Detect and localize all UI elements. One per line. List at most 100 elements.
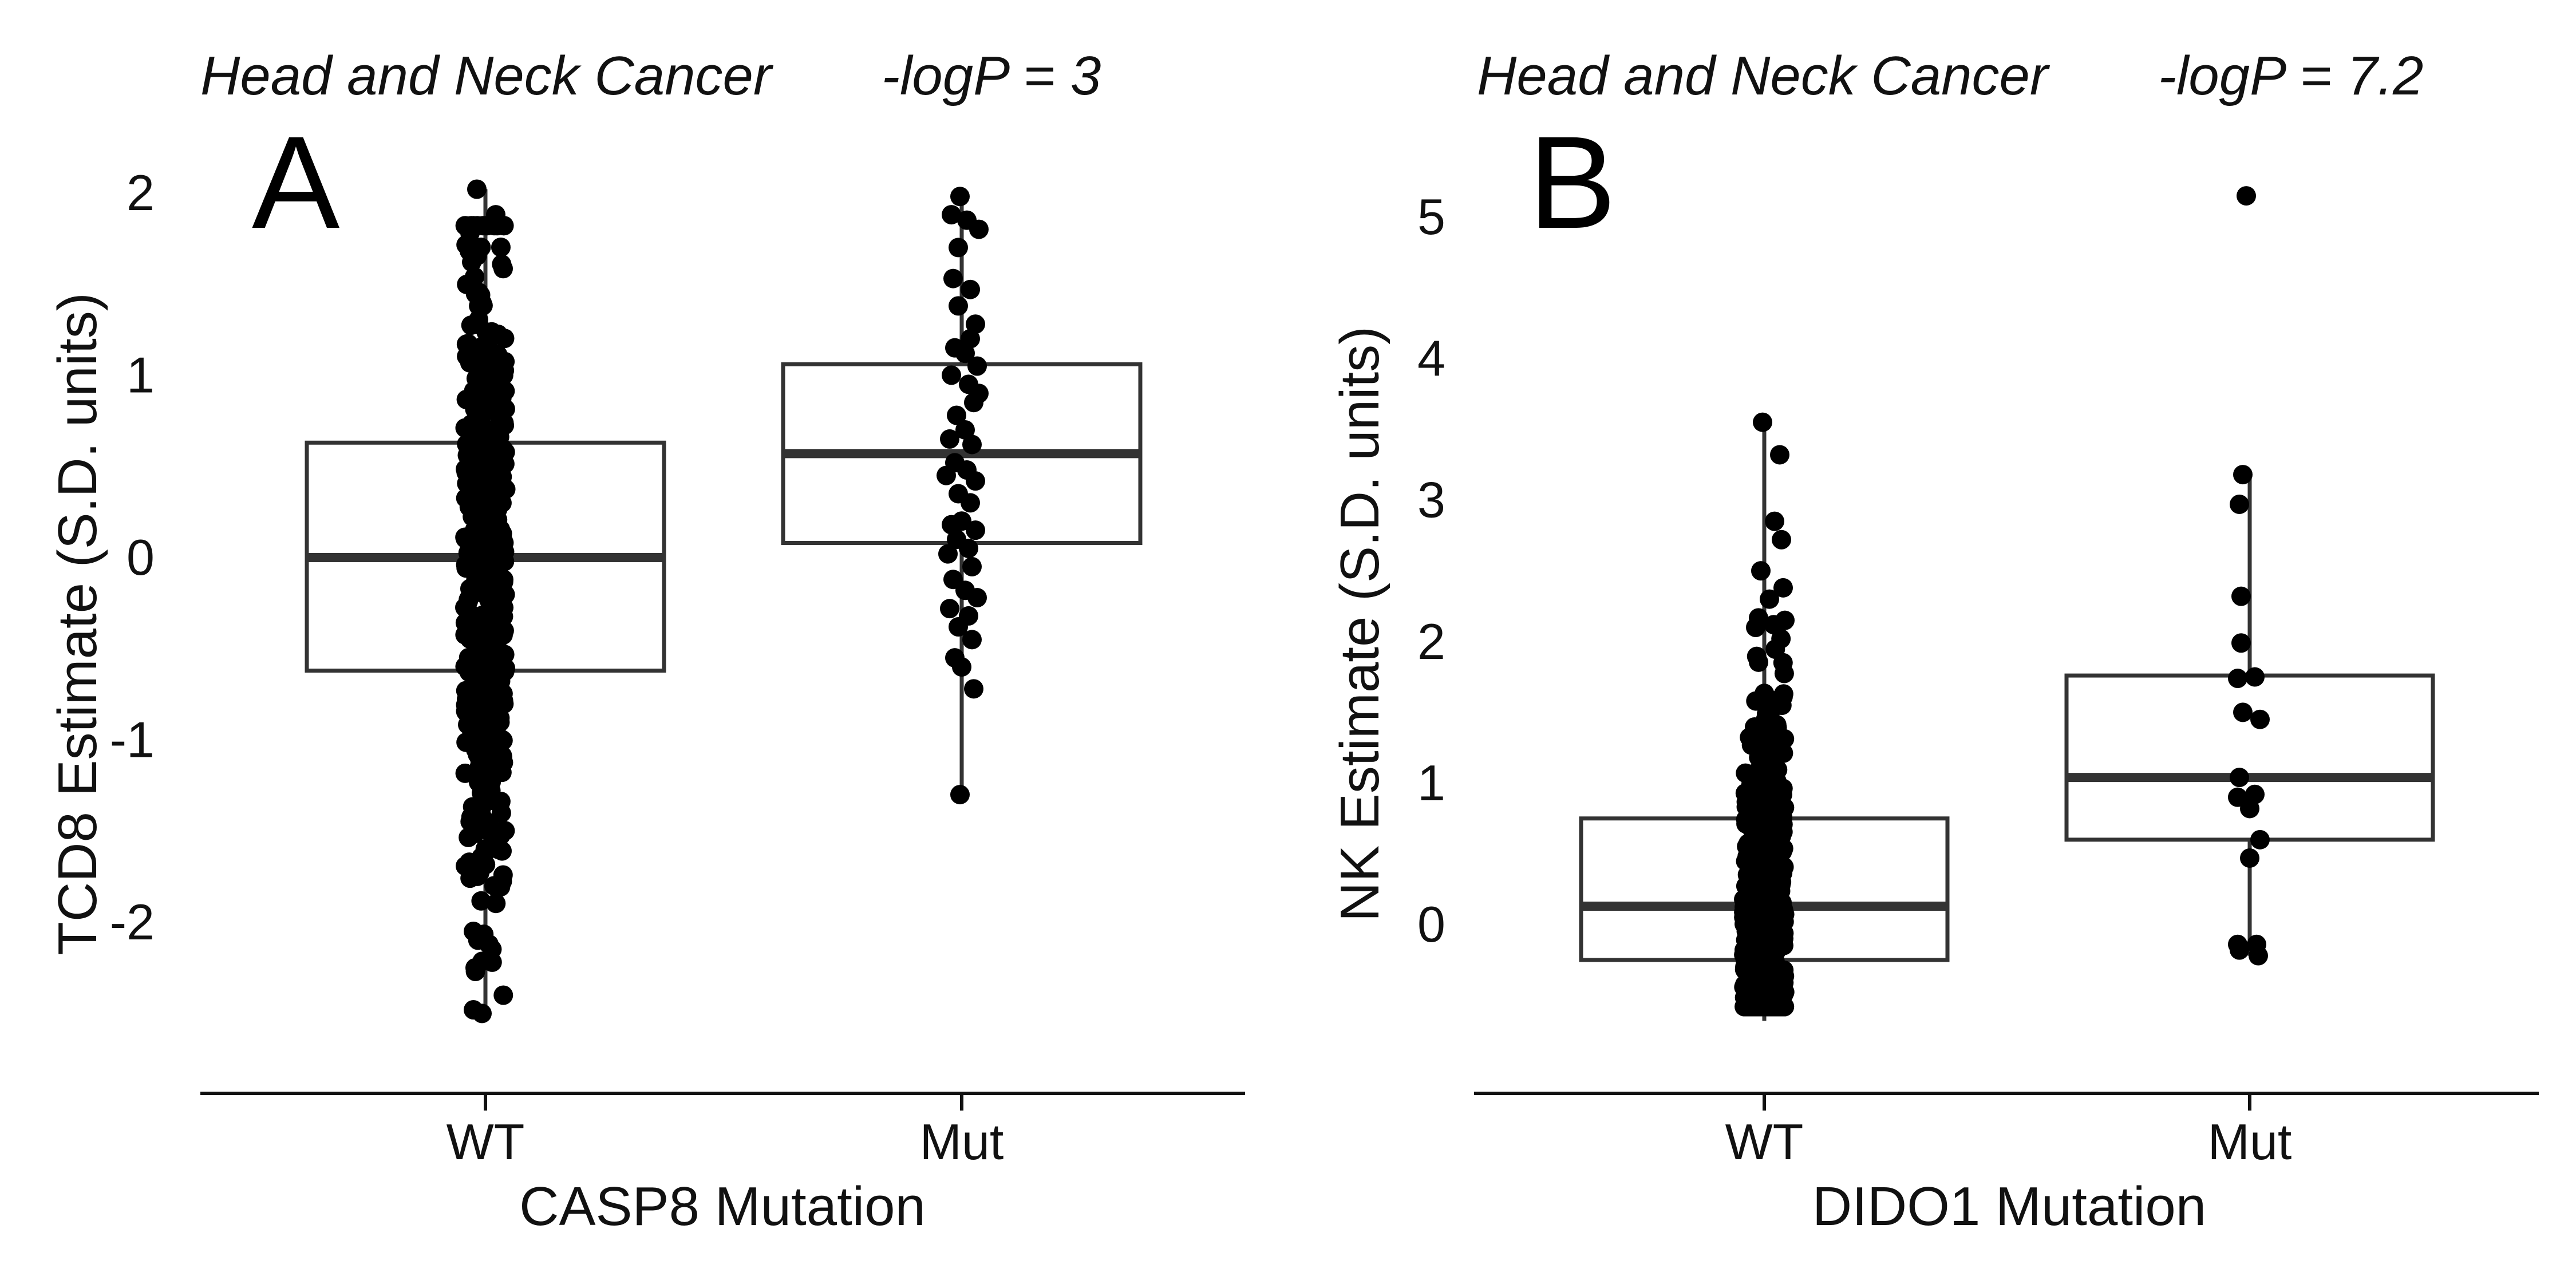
data-point: [1760, 811, 1780, 831]
y-axis-ticks: 0 1 2 3 4 5: [1417, 188, 1445, 953]
data-point: [2240, 799, 2259, 819]
data-point: [473, 808, 493, 828]
x-tick-label: WT: [447, 1113, 525, 1170]
data-point: [493, 821, 513, 841]
data-point: [481, 772, 501, 792]
y-axis-title: TCD8 Estimate (S.D. units): [47, 293, 108, 955]
data-point: [969, 219, 989, 239]
y-tick-label: 2: [127, 164, 155, 221]
data-point: [962, 434, 982, 455]
x-axis-ticks: WT Mut: [447, 1093, 1004, 1170]
data-point: [486, 894, 506, 914]
data-point: [491, 671, 511, 691]
data-point: [1735, 783, 1755, 803]
data-point: [2230, 768, 2249, 788]
data-point: [940, 429, 959, 449]
data-point: [484, 876, 504, 896]
data-point: [469, 493, 489, 513]
data-point: [467, 179, 487, 199]
data-point: [1746, 618, 1765, 638]
x-axis-ticks: WT Mut: [1725, 1093, 2291, 1170]
data-point: [459, 852, 479, 872]
data-point: [1760, 589, 1779, 609]
data-point: [1763, 754, 1783, 775]
panel-b: Head and Neck Cancer -logP = 7.2 B 0 1 2 3 4…: [1329, 45, 2539, 1237]
data-point: [949, 238, 968, 258]
data-point: [1765, 511, 1784, 531]
y-tick-label: 3: [1417, 472, 1445, 528]
data-point: [482, 322, 502, 342]
data-point: [480, 582, 500, 602]
data-point: [1750, 956, 1770, 976]
data-point: [1747, 646, 1767, 666]
data-point: [1746, 691, 1766, 711]
data-point: [492, 746, 512, 766]
data-point: [488, 461, 508, 481]
data-point: [1773, 687, 1793, 707]
data-point: [486, 205, 505, 225]
data-point: [458, 463, 478, 483]
data-point: [471, 647, 491, 667]
data-point: [964, 393, 983, 413]
panel-a: Head and Neck Cancer -logP = 3 A -2 -1 0 1 2…: [47, 45, 1245, 1237]
data-point: [961, 279, 980, 299]
data-point: [2231, 633, 2251, 653]
data-point: [1737, 997, 1757, 1017]
data-point: [491, 653, 511, 673]
data-point: [955, 420, 975, 440]
data-point: [952, 657, 971, 677]
data-point: [460, 389, 480, 409]
data-point: [1772, 784, 1792, 804]
data-point: [1765, 833, 1785, 854]
data-point: [2245, 667, 2265, 687]
y-tick-label: 1: [1417, 754, 1445, 811]
data-point: [460, 868, 480, 888]
y-tick-label: 0: [1417, 896, 1445, 953]
data-point: [938, 544, 958, 564]
y-tick-label: -1: [110, 712, 155, 768]
point-layer: [1734, 186, 2270, 1017]
data-point: [465, 958, 485, 978]
data-point: [947, 405, 966, 425]
data-point: [961, 493, 980, 513]
data-point: [962, 556, 982, 576]
x-tick-label: Mut: [920, 1113, 1004, 1170]
panel-letter: A: [252, 109, 339, 256]
data-point: [489, 401, 509, 421]
data-point: [967, 356, 987, 376]
data-point: [469, 296, 489, 316]
data-point: [479, 934, 499, 954]
box-layer: [305, 189, 1143, 1014]
data-point: [462, 543, 482, 563]
y-axis-title: NK Estimate (S.D. units): [1329, 326, 1390, 922]
data-point: [473, 357, 493, 377]
data-point: [489, 442, 509, 462]
y-tick-label: 4: [1417, 330, 1445, 386]
data-point: [460, 604, 480, 624]
data-point: [2237, 186, 2256, 206]
data-point: [959, 539, 978, 559]
data-point: [967, 588, 987, 608]
data-point: [966, 520, 985, 540]
y-axis-ticks: -2 -1 0 1 2: [110, 164, 155, 950]
data-point: [455, 763, 475, 783]
x-tick-label: WT: [1725, 1113, 1804, 1170]
data-point: [1773, 578, 1793, 598]
data-point: [462, 629, 482, 649]
data-point: [949, 296, 968, 316]
panel-letter: B: [1528, 109, 1616, 256]
panel-stat-label: -logP = 7.2: [2158, 45, 2423, 106]
data-point: [1768, 997, 1788, 1017]
data-point: [1752, 879, 1772, 899]
data-point: [2249, 946, 2268, 966]
data-point: [937, 465, 956, 485]
data-point: [940, 599, 959, 619]
y-tick-label: -2: [110, 894, 155, 950]
data-point: [464, 922, 483, 942]
data-point: [964, 679, 983, 699]
data-point: [462, 252, 481, 272]
data-point: [1761, 712, 1781, 732]
data-point: [2228, 669, 2247, 689]
data-point: [473, 567, 493, 587]
data-point: [1757, 778, 1777, 798]
